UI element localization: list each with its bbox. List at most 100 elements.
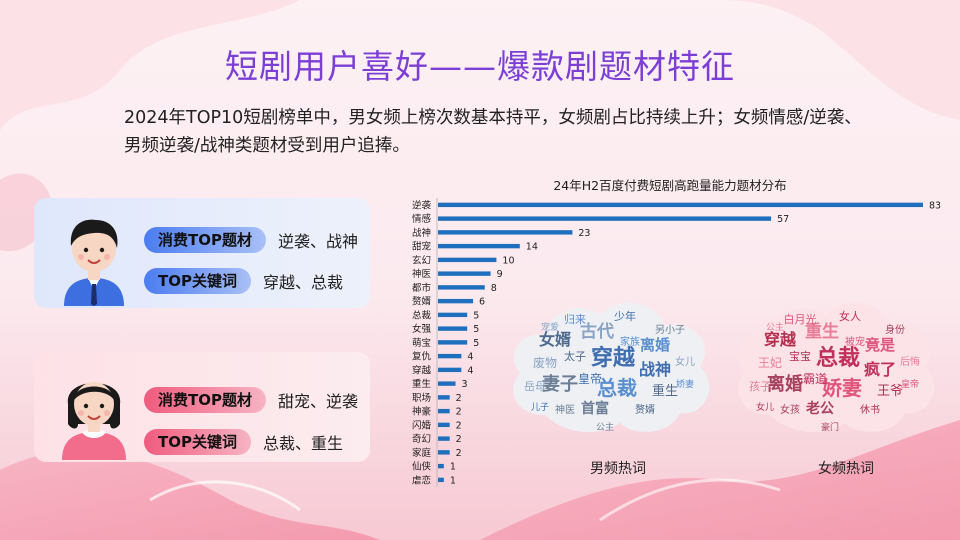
cloud-word: 豪门 xyxy=(821,421,839,433)
cloud-word: 女婿 xyxy=(539,330,571,349)
value-label: 4 xyxy=(467,352,473,363)
bar-逆袭 xyxy=(438,202,923,208)
value-label: 83 xyxy=(929,200,941,211)
cloud-word: 总裁 xyxy=(597,376,637,400)
cloud-word: 儿子 xyxy=(531,402,549,413)
cloud-word: 宝宝 xyxy=(789,349,811,363)
bar-闪婚 xyxy=(438,422,450,428)
category-label: 总裁 xyxy=(412,309,432,321)
category-label: 神豪 xyxy=(412,406,431,418)
bar-甜宠 xyxy=(438,243,520,249)
cloud-word: 被宠 xyxy=(845,335,865,348)
female-word-cloud-label: 女频热词 xyxy=(818,461,874,477)
cloud-word: 离婚 xyxy=(767,373,803,395)
female-preference-card: 消费TOP题材 甜宠、逆袭 TOP关键词 总裁、重生 xyxy=(34,352,370,462)
cloud-word: 疯了 xyxy=(864,360,896,379)
value-label: 5 xyxy=(473,338,479,349)
bar-都市 xyxy=(438,285,485,290)
cloud-word: 女儿 xyxy=(756,401,774,413)
cloud-word: 穿越 xyxy=(764,330,797,349)
cloud-word: 白月光 xyxy=(784,312,817,326)
cloud-word: 女儿 xyxy=(675,355,695,368)
cloud-word: 皇帝 xyxy=(578,371,602,386)
female-keyword-label: TOP关键词 xyxy=(144,429,251,455)
value-label: 57 xyxy=(777,214,789,225)
page-title: 短剧用户喜好——爆款剧题材特征 xyxy=(225,47,735,86)
value-label: 3 xyxy=(462,379,468,390)
cloud-word: 重生 xyxy=(805,321,839,342)
male-genre-value: 逆袭、战神 xyxy=(277,232,358,251)
category-label: 奇幻 xyxy=(412,433,431,445)
bar-总裁 xyxy=(438,312,468,318)
cloud-word: 女孩 xyxy=(780,403,800,416)
cloud-word: 家族 xyxy=(620,335,640,348)
value-label: 8 xyxy=(491,283,497,294)
bar-奇幻 xyxy=(438,436,450,441)
value-label: 1 xyxy=(450,475,456,486)
cloud-word: 霸道 xyxy=(803,372,827,386)
chart-title: 24年H2百度付费短剧高跑量能力题材分布 xyxy=(553,178,787,193)
category-label: 赘婿 xyxy=(412,296,432,308)
category-label: 情感 xyxy=(412,213,432,225)
category-label: 都市 xyxy=(412,282,432,294)
cloud-word: 女人 xyxy=(839,309,861,323)
bar-战神 xyxy=(438,230,573,235)
bar-神豪 xyxy=(438,408,450,414)
cloud-word: 王爷 xyxy=(877,384,903,399)
value-label: 2 xyxy=(456,434,462,445)
female-keyword-value: 总裁、重生 xyxy=(262,434,343,453)
bar-萌宝 xyxy=(438,340,468,345)
value-label: 2 xyxy=(456,393,462,404)
category-label: 战神 xyxy=(412,227,431,239)
bar-穿越 xyxy=(438,367,462,373)
value-label: 10 xyxy=(502,255,514,266)
cloud-word: 皇帝 xyxy=(901,378,919,390)
cloud-word: 少年 xyxy=(614,309,636,323)
category-label: 穿越 xyxy=(412,364,432,376)
cloud-word: 老公 xyxy=(806,400,834,417)
value-label: 2 xyxy=(456,448,462,459)
cloud-word: 岳母 xyxy=(524,380,546,393)
category-label: 仙侠 xyxy=(412,461,432,473)
cloud-word: 古代 xyxy=(580,321,614,342)
bar-仙侠 xyxy=(438,463,444,469)
bar-复仇 xyxy=(438,353,462,359)
value-label: 2 xyxy=(456,407,462,418)
cloud-word: 孩子 xyxy=(749,380,771,393)
bar-女强 xyxy=(438,326,468,331)
category-label: 逆袭 xyxy=(412,199,432,211)
cloud-word: 宠爱 xyxy=(541,321,559,333)
cloud-word: 公主 xyxy=(596,421,614,433)
value-label: 4 xyxy=(467,365,473,376)
cloud-word: 神医 xyxy=(555,403,575,416)
cloud-shape xyxy=(513,302,710,433)
cloud-word: 离婚 xyxy=(640,336,670,354)
cloud-shape xyxy=(738,302,935,433)
category-label: 家庭 xyxy=(412,447,432,459)
value-label: 14 xyxy=(526,242,538,253)
category-label: 神医 xyxy=(412,268,432,280)
cloud-word: 废物 xyxy=(533,355,557,370)
male-keyword-value: 穿越、总裁 xyxy=(262,273,343,292)
cloud-word: 后悔 xyxy=(900,355,920,368)
bar-家庭 xyxy=(438,450,450,455)
value-label: 2 xyxy=(456,420,462,431)
cloud-word: 娇妻 xyxy=(676,378,694,390)
bar-神医 xyxy=(438,271,491,276)
bar-赘婿 xyxy=(438,298,474,304)
male-word-cloud-label: 男频热词 xyxy=(590,461,646,477)
category-label: 职场 xyxy=(412,393,431,404)
page-subtitle: 2024年TOP10短剧榜单中，男女频上榜次数基本持平，女频剧占比持续上升；女频… xyxy=(124,108,862,156)
category-label: 萌宝 xyxy=(412,337,431,349)
bar-玄幻 xyxy=(438,257,497,263)
female-avatar-icon xyxy=(62,382,126,460)
male-avatar-icon xyxy=(64,219,124,306)
cloud-word: 王妃 xyxy=(758,356,782,370)
category-label: 女强 xyxy=(412,323,432,335)
cloud-word: 穿越 xyxy=(591,345,636,371)
bar-情感 xyxy=(438,216,772,221)
